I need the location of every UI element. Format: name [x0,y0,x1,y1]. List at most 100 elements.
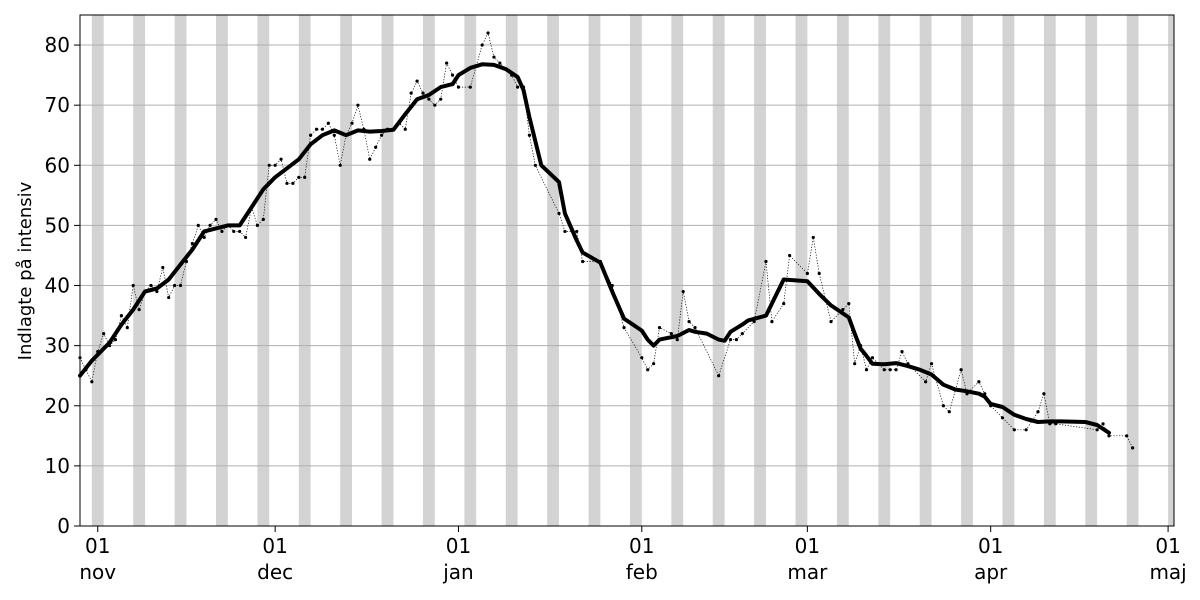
daily-series-line [79,31,1133,448]
daily-point [314,127,319,131]
daily-point [888,368,892,372]
y-tick-label: 0 [57,514,70,538]
daily-point [379,133,384,137]
y-tick-label: 30 [45,334,70,358]
daily-point [870,356,875,360]
daily-point [533,163,537,167]
weekend-band [878,15,891,526]
daily-point [646,368,650,372]
daily-point [581,259,585,264]
daily-point [681,289,685,294]
y-tick-label: 80 [45,33,70,57]
y-tick-label: 10 [45,454,70,478]
weekend-band [671,15,684,526]
x-tick-day: 01 [446,534,471,558]
daily-point [291,181,295,185]
weekend-band [836,15,849,526]
daily-point [894,368,898,372]
daily-point [492,55,496,59]
daily-point [1012,428,1016,432]
daily-point [125,326,129,330]
y-axis-label: Indlagte på intensiv [15,181,36,360]
daily-point [811,235,815,240]
daily-point [847,301,851,306]
x-tick-month: mar [787,560,828,584]
y-tick-label: 40 [45,274,70,298]
weekend-band [754,15,766,526]
daily-point [770,320,774,324]
daily-point [882,368,886,372]
daily-point [421,91,425,95]
daily-point [131,283,135,288]
weekend-band [1168,15,1174,526]
weekend-band [216,15,228,526]
weekend-band [298,15,311,526]
daily-point [640,356,644,360]
daily-point [675,338,679,342]
y-tick-label: 50 [45,213,70,237]
daily-point [190,241,194,246]
daily-point [622,326,626,330]
daily-point [119,313,123,318]
weekend-band [1043,15,1056,526]
daily-point [652,362,656,366]
daily-point [113,338,118,342]
daily-point [214,217,218,221]
daily-point [788,253,792,258]
daily-point [853,362,857,366]
daily-point [1131,446,1135,450]
daily-point [161,265,165,270]
x-tick-month: jan [442,560,474,584]
weekend-band [1126,15,1139,526]
daily-point [267,163,271,167]
daily-point [977,380,981,384]
daily-point [734,338,739,342]
daily-point [338,163,342,167]
daily-point [1101,422,1105,426]
daily-point [149,283,153,288]
x-tick-month: dec [257,560,293,584]
daily-point [285,181,289,185]
daily-point [924,380,928,384]
x-tick-month: maj [1149,560,1186,584]
weekend-bands [91,15,1174,526]
daily-point [527,133,532,137]
x-tick-month: feb [626,560,658,584]
daily-point [208,223,212,228]
weekend-band [961,15,973,526]
daily-point [1042,392,1046,396]
y-axis: 0 10 20 30 40 50 60 70 80 [45,33,80,538]
y-tick-label: 70 [45,93,70,117]
daily-point [740,332,744,336]
weekend-band [919,15,932,526]
daily-point [1000,416,1005,420]
weekend-band [422,15,435,526]
daily-point [1036,410,1040,414]
weekend-band [91,15,104,526]
daily-point [929,362,934,366]
daily-point [202,235,206,240]
daily-point [657,326,662,330]
daily-point [805,271,809,276]
daily-point [255,223,260,228]
daily-point [516,85,520,89]
x-tick-day: 01 [978,534,1003,558]
weekend-band [381,15,394,526]
weekend-band [588,15,601,526]
daily-point [900,350,904,354]
daily-point [332,133,336,137]
daily-point [427,97,431,101]
weekend-band [174,15,187,526]
weekend-band [795,15,808,526]
daily-point [557,211,561,215]
daily-point [303,175,307,179]
daily-point [238,229,242,234]
daily-point [829,320,833,324]
weekend-band [712,15,725,526]
plot-frame [79,14,1175,527]
daily-point [356,103,360,107]
weekend-band [340,15,353,526]
x-tick-month: nov [79,560,116,584]
x-tick-day: 01 [262,534,287,558]
